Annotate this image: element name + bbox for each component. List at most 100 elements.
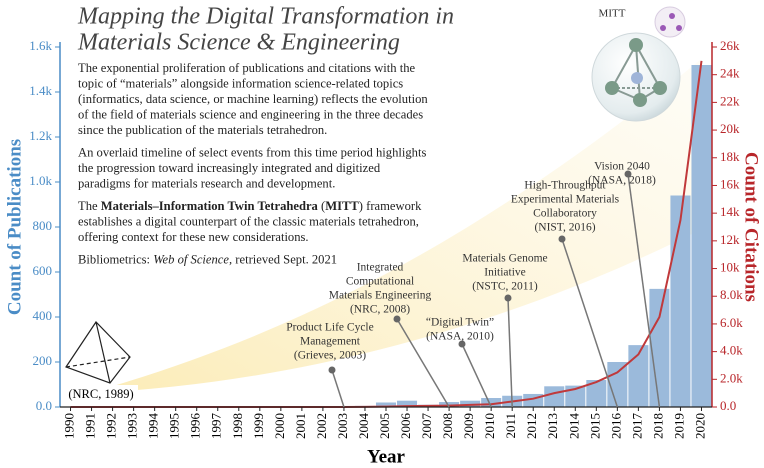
y2-tick-label: 8.0k <box>720 287 743 302</box>
paragraph-line: topic of “materials” alongside informati… <box>78 76 403 90</box>
x-tick-label: 2002 <box>314 413 329 439</box>
y-tick-label: 1.2k <box>29 128 52 143</box>
annotation-leader <box>461 343 492 408</box>
x-tick-label: 1994 <box>146 413 161 440</box>
text-run: establishes a digital counterpart of the… <box>78 214 419 228</box>
bar <box>670 195 691 407</box>
text-run: MITT <box>325 199 359 213</box>
text-run: retrieved Sept. 2021 <box>232 252 337 266</box>
y2-tick-label: 6.0k <box>720 315 743 330</box>
annotation-dot <box>504 294 512 302</box>
text-run: (informatics, data science, or machine l… <box>78 92 428 106</box>
text-run: Materials–Information Twin Tetrahedra <box>101 199 319 213</box>
y2-tick-label: 20k <box>720 121 740 136</box>
y2-tick-label: 22k <box>720 93 740 108</box>
x-tick-label: 2004 <box>356 413 371 440</box>
y-tick-label: 1.4k <box>29 83 52 98</box>
annotation-text: (NSTC, 2011) <box>472 281 538 293</box>
annotation-text: (NASA, 2010) <box>426 331 494 343</box>
annotation-text: (NASA, 2018) <box>588 175 656 187</box>
x-tick-label: 2017 <box>629 413 644 440</box>
bar <box>460 400 481 407</box>
text-run: The <box>78 199 101 213</box>
annotation-text: Materials Genome <box>462 253 547 265</box>
bar <box>397 400 418 407</box>
x-tick-label: 2016 <box>608 413 623 440</box>
x-tick-label: 1995 <box>167 413 182 439</box>
text-run: of the field of materials science and en… <box>78 107 423 121</box>
annotation-text: Computational <box>346 276 414 288</box>
x-tick-label: 1999 <box>251 413 266 439</box>
bar <box>375 402 397 407</box>
x-tick-label: 1991 <box>83 413 98 439</box>
y-tick-label: 400 <box>33 308 53 323</box>
annotation-text: (NRC, 2008) <box>350 304 410 316</box>
x-tick-label: 2009 <box>461 413 476 439</box>
x-tick-label: 2003 <box>335 413 350 439</box>
annotation-text: High-Throughput <box>524 180 606 192</box>
annotation-text: “Digital Twin” <box>426 317 494 329</box>
annotation-text: (NIST, 2016) <box>534 222 595 234</box>
text-run: An overlaid timeline of select events fr… <box>78 145 426 159</box>
y2-tick-label: 10k <box>720 260 740 275</box>
y2-axis-label: Count of Citations <box>741 152 762 302</box>
x-tick-label: 2015 <box>587 413 602 439</box>
paragraph-line: establishes a digital counterpart of the… <box>78 214 419 228</box>
mitt-label: MITT <box>599 8 626 20</box>
y-axis-label: Count of Publications <box>4 139 25 315</box>
text-run: Web of Science, <box>153 252 232 266</box>
bar <box>628 345 649 407</box>
text-run: Bibliometrics: <box>78 252 153 266</box>
annotation-leader <box>561 238 619 408</box>
x-tick-label: 2000 <box>272 413 287 439</box>
paragraph-line: of the field of materials science and en… <box>78 107 423 121</box>
origin-label: (NRC, 1989) <box>68 387 133 401</box>
y2-tick-label: 26k <box>720 38 740 53</box>
x-tick-label: 2005 <box>377 413 392 439</box>
y2-tick-label: 24k <box>720 66 740 81</box>
x-tick-label: 2014 <box>566 413 581 440</box>
x-axis-label: Year <box>367 446 406 467</box>
paragraph-line: offering context for these new considera… <box>78 230 309 244</box>
annotation-dot <box>624 170 632 178</box>
x-tick-label: 2020 <box>692 413 707 439</box>
y2-tick-label: 14k <box>720 204 740 219</box>
paragraph-line: (informatics, data science, or machine l… <box>78 92 428 106</box>
text-run: offering context for these new considera… <box>78 230 309 244</box>
annotation-text: Integrated <box>357 262 404 274</box>
annotation-text: (Grieves, 2003) <box>294 350 366 362</box>
chart-title: Mapping the Digital Transformation in <box>77 4 454 30</box>
x-tick-label: 2010 <box>482 413 497 439</box>
annotation-dot <box>458 340 466 348</box>
y2-tick-label: 18k <box>720 149 740 164</box>
bar <box>481 398 502 407</box>
text-run: ( <box>318 199 325 213</box>
bar <box>439 402 460 407</box>
x-tick-label: 2006 <box>398 413 413 440</box>
text-run: ) framework <box>359 199 422 213</box>
x-tick-label: 1996 <box>188 413 203 440</box>
y2-tick-label: 0.0 <box>720 398 736 413</box>
y2-tick-label: 4.0k <box>720 343 743 358</box>
bar <box>544 386 565 407</box>
timeline-wedge <box>110 60 700 392</box>
x-tick-label: 2008 <box>440 413 455 439</box>
annotation-dot <box>558 235 566 243</box>
y2-tick-label: 16k <box>720 176 740 191</box>
annotation-text: Experimental Materials <box>511 194 620 206</box>
x-tick-label: 2012 <box>524 413 539 439</box>
bar <box>607 362 628 407</box>
paragraph-line: paradigms for materials research and dev… <box>78 176 335 190</box>
y-tick-label: 200 <box>33 353 53 368</box>
text-run: topic of “materials” alongside informati… <box>78 76 403 90</box>
y-tick-label: 1.0k <box>29 173 52 188</box>
annotation-text: Initiative <box>484 267 526 279</box>
y-tick-label: 800 <box>33 218 53 233</box>
bar <box>649 288 670 407</box>
x-tick-label: 2018 <box>650 413 665 439</box>
text-run: paradigms for materials research and dev… <box>78 176 335 190</box>
paragraph-line: since the publication of the materials t… <box>78 123 327 137</box>
annotation-leader <box>331 369 345 408</box>
y2-tick-label: 2.0k <box>720 370 743 385</box>
